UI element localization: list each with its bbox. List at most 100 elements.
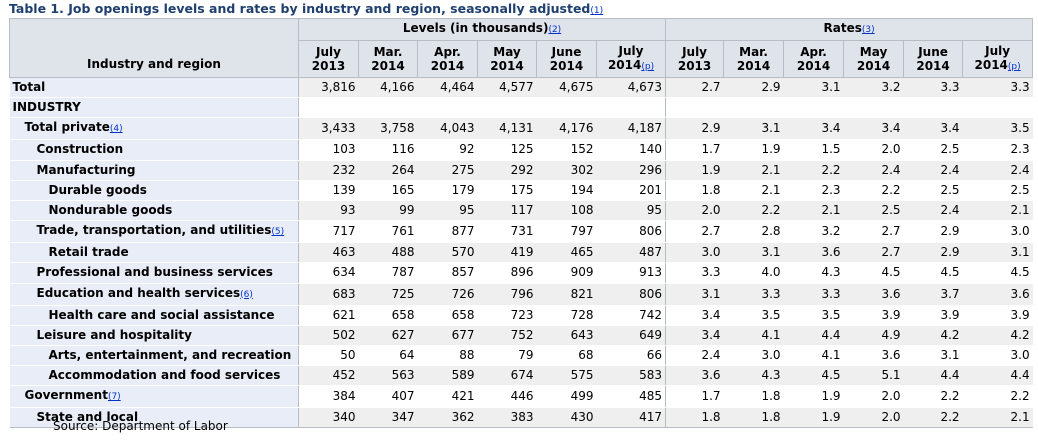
level-cell: 292 [477, 160, 537, 181]
row-label: Arts, entertainment, and recreation [9, 345, 299, 367]
rate-cell: 1.5 [783, 139, 844, 161]
level-cell: 909 [536, 262, 597, 284]
rate-cell: 2.2 [903, 385, 963, 409]
level-cell: 383 [477, 407, 537, 429]
level-cell: 66 [596, 345, 667, 367]
level-cell [536, 97, 597, 119]
column-month: July [618, 44, 644, 58]
preliminary-footnote-link[interactable]: (p) [1007, 62, 1021, 72]
row-label: Nondurable goods [9, 200, 299, 222]
level-cell: 797 [536, 220, 597, 244]
level-cell: 92 [417, 139, 478, 161]
column-year: 2014 [796, 59, 831, 73]
row-footnote-link[interactable]: (4) [109, 124, 123, 135]
row-label: INDUSTRY [9, 97, 299, 119]
column-month: July [682, 45, 708, 59]
row-label-text: Total private [24, 120, 110, 135]
column-month: July [985, 44, 1011, 58]
rates-column-header: July 2014(p) [962, 40, 1034, 78]
table-body: Total 3,816 4,166 4,464 4,577 4,675 4,673 2.7 2.… [9, 77, 1033, 429]
row-label-text: Professional and business services [36, 265, 273, 280]
row-label-text: State and local [36, 410, 139, 425]
level-cell: 179 [417, 180, 478, 201]
level-cell: 64 [358, 345, 418, 367]
row-footnote-link[interactable]: (7) [107, 392, 121, 403]
rate-cell: 3.3 [903, 77, 963, 99]
rate-cell: 4.4 [783, 325, 844, 346]
rate-cell: 3.1 [723, 117, 784, 141]
level-cell: 627 [358, 325, 418, 346]
rate-cell: 3.1 [665, 283, 724, 306]
level-cell: 634 [298, 262, 359, 284]
rate-cell: 4.1 [723, 325, 784, 346]
rate-cell [903, 97, 963, 119]
level-cell: 384 [298, 385, 359, 409]
row-label-text: Retail trade [48, 245, 129, 260]
level-cell: 563 [358, 365, 418, 387]
level-cell: 452 [298, 365, 359, 387]
level-cell [477, 97, 537, 119]
row-label-text: Education and health services [36, 285, 241, 300]
rates-column-header: Mar. 2014 [723, 40, 785, 78]
level-cell: 463 [298, 242, 359, 264]
rate-cell: 3.1 [723, 242, 784, 264]
level-cell: 4,673 [596, 77, 667, 99]
rate-cell: 3.4 [783, 117, 844, 141]
row-footnote-link[interactable]: (6) [240, 289, 253, 300]
row-label: Trade, transportation, and utilities(5) [9, 220, 299, 244]
rate-cell: 4.5 [903, 262, 963, 284]
rate-cell: 4.4 [962, 365, 1033, 387]
rate-cell: 3.9 [962, 305, 1033, 326]
table-title: Table 1. Job openings levels and rates b… [9, 1, 603, 16]
level-cell: 3,816 [298, 77, 359, 99]
level-cell [358, 97, 418, 119]
level-cell: 465 [536, 242, 597, 264]
rate-cell: 3.2 [783, 220, 844, 244]
column-year: 2013 [677, 59, 712, 73]
rate-cell: 3.4 [665, 305, 724, 326]
level-cell: 728 [536, 305, 597, 326]
rate-cell: 2.1 [723, 160, 784, 181]
rate-cell: 3.5 [723, 305, 784, 326]
column-header-row: July 2013 Mar. 2014 Apr. 2014 May 2014 June 2014 J… [10, 40, 1034, 78]
rate-cell: 1.9 [783, 385, 844, 409]
rate-cell: 3.3 [665, 262, 724, 284]
levels-column-header: Apr. 2014 [417, 40, 478, 78]
level-cell: 4,577 [477, 77, 537, 99]
preliminary-footnote-link[interactable]: (p) [641, 62, 655, 72]
level-cell: 806 [596, 220, 667, 244]
levels-column-header: Mar. 2014 [358, 40, 418, 78]
rate-cell: 3.1 [962, 242, 1033, 264]
rate-cell: 1.9 [723, 139, 784, 161]
column-month: June [918, 45, 948, 59]
title-footnote-link[interactable]: (1) [590, 6, 604, 16]
levels-column-header: July 2013 [298, 40, 359, 78]
column-month: July [316, 45, 341, 59]
source-note: Source: Department of Labor [53, 419, 228, 433]
level-cell [298, 97, 359, 119]
rate-cell: 1.8 [665, 180, 724, 201]
row-label: State and local [9, 407, 299, 429]
rate-cell: 2.1 [962, 407, 1033, 429]
column-year: 2014 [916, 59, 950, 73]
row-label-text: Trade, transportation, and utilities [36, 223, 272, 238]
rate-cell: 2.4 [843, 160, 904, 181]
levels-footnote-link[interactable]: (2) [548, 25, 562, 35]
level-cell: 488 [358, 242, 418, 264]
rates-footnote-link[interactable]: (3) [861, 25, 875, 35]
table-row: Arts, entertainment, and recreation 50 64 8… [9, 345, 1033, 367]
rate-cell: 3.4 [665, 325, 724, 346]
rates-column-header: May 2014 [843, 40, 905, 78]
table-row: Durable goods 139 165 179 175 194 201 1.8 2.1 2.3… [9, 180, 1033, 201]
rate-cell: 4.9 [843, 325, 904, 346]
level-cell: 4,675 [536, 77, 597, 99]
rate-cell: 2.2 [903, 407, 963, 429]
rate-cell: 4.2 [903, 325, 963, 346]
row-label-text: Manufacturing [36, 162, 136, 177]
row-footnote-link[interactable]: (5) [271, 227, 285, 238]
rate-cell: 2.2 [962, 385, 1033, 409]
rate-cell: 3.0 [665, 242, 724, 264]
rate-cell: 2.9 [903, 220, 963, 244]
level-cell: 575 [536, 365, 597, 387]
level-cell: 175 [477, 180, 537, 201]
